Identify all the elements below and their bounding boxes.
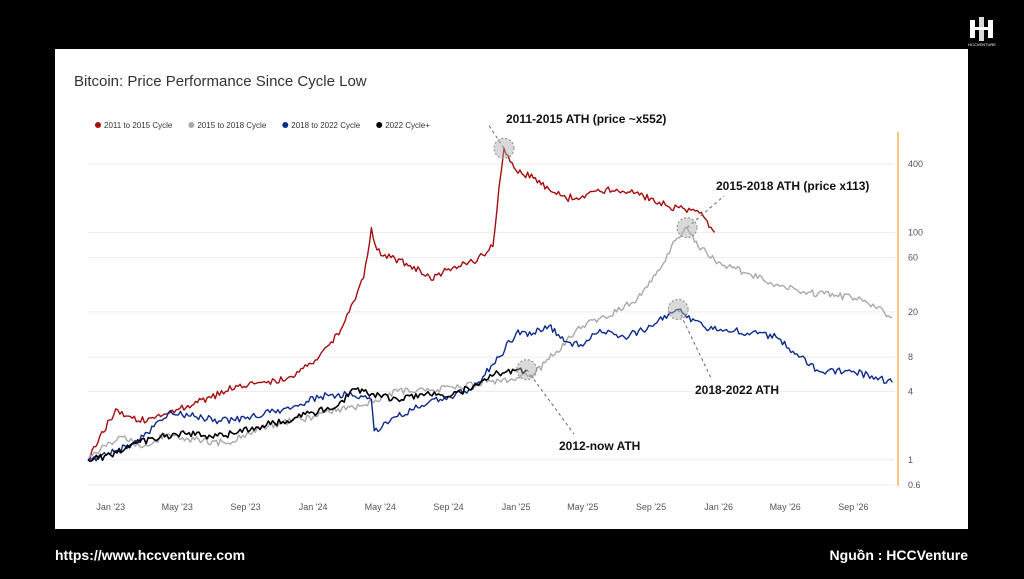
legend-marker <box>188 122 195 128</box>
y-axis: 0.6 1 4 8 20 60 100 400 <box>897 132 923 490</box>
x-tick-label: Sep '25 <box>636 502 666 512</box>
chart-title: Bitcoin: Price Performance Since Cycle L… <box>74 73 367 90</box>
annotation-leader <box>686 195 725 229</box>
x-tick-label: May '24 <box>365 502 396 512</box>
x-tick-label: Jan '25 <box>502 502 531 512</box>
chart-card <box>55 49 968 529</box>
legend-marker <box>282 122 289 128</box>
annotation-marker <box>676 217 698 239</box>
y-tick-label: 4 <box>908 386 913 396</box>
y-tick-label: 400 <box>908 159 923 169</box>
annotation-leader <box>677 309 713 381</box>
x-tick-label: May '26 <box>770 502 801 512</box>
x-tick-label: Sep '23 <box>230 502 260 512</box>
annotation-marker <box>667 298 689 320</box>
footer-url[interactable]: https://www.hccventure.com <box>55 547 246 563</box>
x-tick-label: Jan '24 <box>299 502 328 512</box>
legend-marker <box>376 122 383 128</box>
legend-label: 2022 Cycle+ <box>385 121 430 130</box>
x-axis: Jan '23 May '23 Sep '23 Jan '24 May '24 Sep '… <box>96 502 868 512</box>
series-line <box>87 367 528 463</box>
series-line <box>87 308 893 462</box>
x-tick-label: Jan '26 <box>704 502 733 512</box>
series-line <box>87 147 716 461</box>
x-tick-label: Sep '24 <box>433 502 463 512</box>
footer-source: Nguồn : HCCVenture <box>829 547 968 563</box>
y-tick-label: 100 <box>908 227 923 237</box>
y-tick-label: 60 <box>908 253 918 263</box>
annotation-leader <box>487 123 505 149</box>
x-tick-label: May '23 <box>162 502 193 512</box>
x-tick-label: Jan '23 <box>96 502 125 512</box>
legend-label: 2015 to 2018 Cycle <box>197 121 266 130</box>
annotation-leader <box>526 369 575 435</box>
annotation-label: 2015-2018 ATH (price x113) <box>716 179 869 193</box>
logo-text: HCCVENTURE <box>968 42 996 47</box>
annotation-label: 2012-now ATH <box>559 439 640 453</box>
annotation-label: 2018-2022 ATH <box>695 383 779 397</box>
y-tick-label: 0.6 <box>908 480 921 490</box>
y-tick-label: 1 <box>908 455 913 465</box>
legend-label: 2018 to 2022 Cycle <box>291 121 360 130</box>
annotation-marker <box>493 137 515 159</box>
legend: 2011 to 2015 Cycle 2015 to 2018 Cycle 2018… <box>95 121 430 130</box>
y-tick-label: 20 <box>908 307 918 317</box>
annotation-marker <box>516 359 538 381</box>
series-line <box>87 226 893 461</box>
y-tick-label: 8 <box>908 352 913 362</box>
annotations: 2011-2015 ATH (price ~x552) 2015-2018 ATH… <box>487 112 869 453</box>
hcc-venture-logo-icon: HCCVENTURE <box>968 17 996 47</box>
series-lines <box>87 147 893 463</box>
x-tick-label: Sep '26 <box>838 502 868 512</box>
annotation-label: 2011-2015 ATH (price ~x552) <box>506 112 666 126</box>
legend-label: 2011 to 2015 Cycle <box>104 121 173 130</box>
x-tick-label: May '25 <box>567 502 598 512</box>
legend-marker <box>95 122 101 128</box>
